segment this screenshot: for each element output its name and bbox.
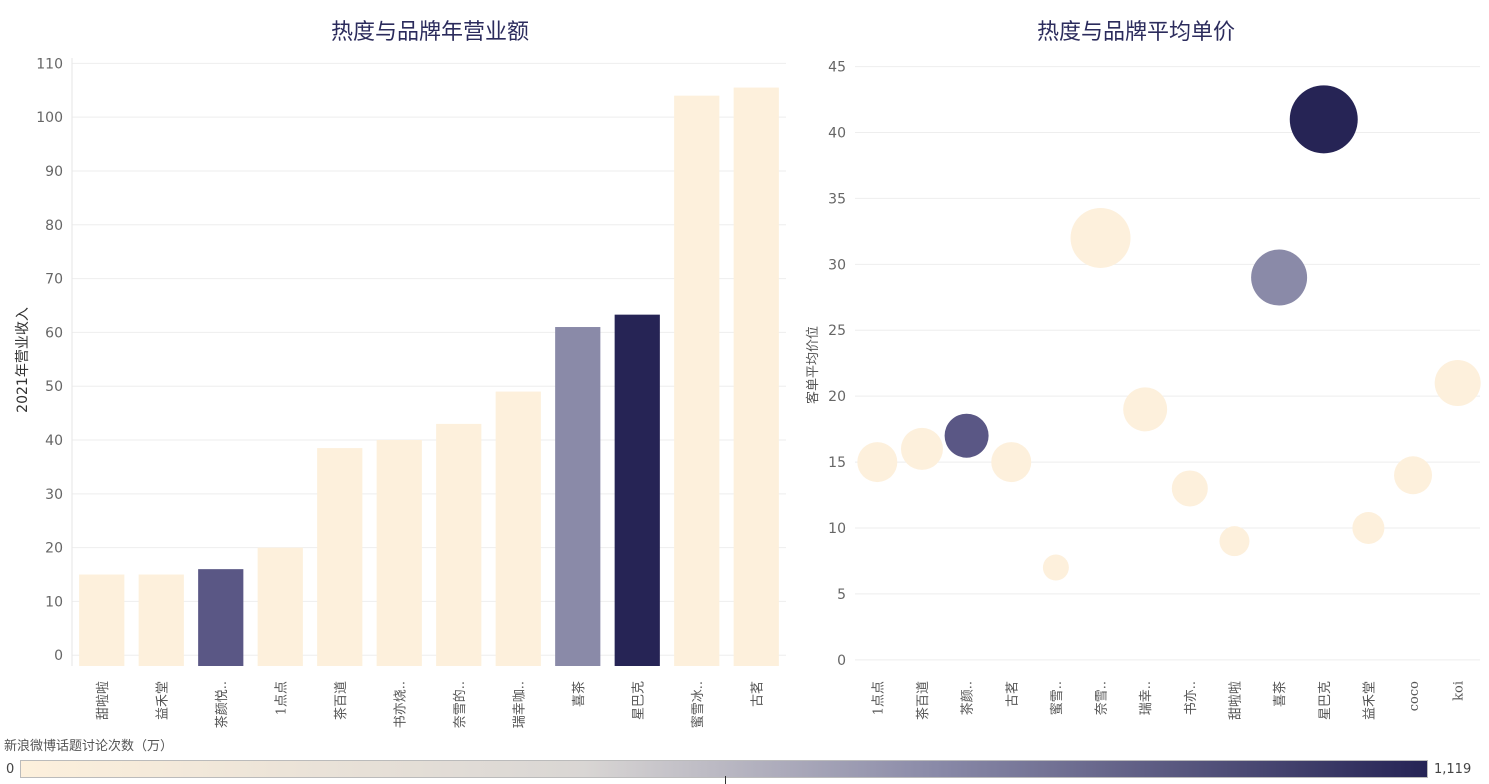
bar-y-tick-label: 100 xyxy=(36,110,63,126)
bar-y-tick-label: 50 xyxy=(45,379,63,395)
color-legend-max: 1,119 xyxy=(1434,762,1472,777)
bubble-x-tick-label: 茶颜.. xyxy=(960,681,976,715)
bar-1 xyxy=(138,574,184,666)
bar-10 xyxy=(674,95,720,667)
bubble-5 xyxy=(1070,207,1131,268)
color-legend-marker xyxy=(725,776,726,784)
color-legend-min: 0 xyxy=(6,762,15,777)
bar-y-tick-label: 70 xyxy=(45,272,63,288)
bubble-y-tick-label: 30 xyxy=(828,257,846,273)
bubble-y-axis-label: 客单平均价位 xyxy=(805,326,821,404)
bar-y-tick-label: 110 xyxy=(36,56,63,72)
bar-y-tick-label: 0 xyxy=(54,648,63,664)
bar-5 xyxy=(376,440,422,666)
bubble-x-tick-label: 奈雪.. xyxy=(1095,681,1110,715)
bubble-x-tick-label: 古茗 xyxy=(1005,681,1020,707)
bar-8 xyxy=(555,327,601,666)
bubble-8 xyxy=(1219,526,1250,557)
bubble-4 xyxy=(1042,554,1069,581)
bar-3 xyxy=(257,547,303,666)
bar-6 xyxy=(436,423,482,666)
bubble-y-tick-label: 15 xyxy=(828,455,846,471)
bubble-x-tick-label: coco xyxy=(1407,681,1422,711)
bubble-y-tick-label: 40 xyxy=(828,126,846,142)
bar-9 xyxy=(614,314,660,666)
bar-y-tick-label: 30 xyxy=(45,487,63,503)
bubble-10 xyxy=(1289,85,1358,154)
bar-y-axis-label: 2021年营业收入 xyxy=(15,307,31,413)
bar-y-tick-label: 10 xyxy=(45,594,63,610)
bar-x-tick-label: 茶颜悦.. xyxy=(214,681,230,728)
bar-x-tick-label: 古茗 xyxy=(750,681,765,707)
bubble-chart-title: 热度与品牌平均单价 xyxy=(1036,20,1235,45)
bubble-y-tick-label: 45 xyxy=(828,60,846,76)
bar-0 xyxy=(79,574,125,666)
bubble-x-tick-label: 茶百道 xyxy=(915,681,931,720)
bar-y-tick-label: 90 xyxy=(45,164,63,180)
bar-2 xyxy=(198,569,244,666)
bar-x-tick-label: 星巴克 xyxy=(631,681,646,720)
bar-chart-title: 热度与品牌年营业额 xyxy=(330,20,529,45)
bar-y-tick-label: 80 xyxy=(45,218,63,234)
bubble-x-tick-label: 1点点 xyxy=(871,681,886,715)
bubble-x-tick-label: 喜茶 xyxy=(1272,681,1288,707)
bar-x-tick-label: 1点点 xyxy=(274,681,289,715)
bar-x-tick-label: 蜜雪冰.. xyxy=(691,681,706,728)
bubble-6 xyxy=(1123,387,1168,432)
bubble-2 xyxy=(944,413,989,458)
bar-11 xyxy=(733,87,779,667)
bubble-12 xyxy=(1394,456,1433,495)
bubble-y-tick-label: 35 xyxy=(828,191,846,207)
bubble-x-tick-label: 书亦.. xyxy=(1183,681,1199,715)
bubble-9 xyxy=(1251,249,1308,306)
bar-4 xyxy=(317,448,363,666)
bar-y-tick-label: 20 xyxy=(45,541,63,557)
bubble-0 xyxy=(857,442,898,483)
bubble-11 xyxy=(1352,511,1385,544)
bubble-x-tick-label: 瑞幸.. xyxy=(1139,681,1154,715)
bubble-y-tick-label: 0 xyxy=(837,653,846,669)
bar-x-tick-label: 奈雪的.. xyxy=(452,681,468,728)
bubble-x-tick-label: 益禾堂 xyxy=(1362,681,1377,720)
bubble-y-tick-label: 5 xyxy=(837,587,846,603)
color-legend-gradient[interactable] xyxy=(20,760,1428,778)
bar-y-tick-label: 60 xyxy=(45,325,63,341)
bubble-x-tick-label: 星巴克 xyxy=(1318,681,1333,720)
bar-x-tick-label: 喜茶 xyxy=(571,681,587,707)
bubble-y-tick-label: 20 xyxy=(828,389,846,405)
bubble-x-tick-label: 甜啦啦 xyxy=(1227,681,1243,720)
bubble-1 xyxy=(900,427,943,470)
bubble-x-tick-label: 蜜雪.. xyxy=(1050,681,1065,715)
bubble-7 xyxy=(1171,470,1208,507)
color-legend-title: 新浪微博话题讨论次数（万） xyxy=(4,739,174,754)
bar-x-tick-label: 益禾堂 xyxy=(155,681,170,720)
bar-x-tick-label: 甜啦啦 xyxy=(95,681,111,720)
bar-7 xyxy=(495,391,541,666)
bar-x-tick-label: 书亦烧.. xyxy=(392,681,408,728)
bar-y-tick-label: 40 xyxy=(45,433,63,449)
bubble-3 xyxy=(991,442,1032,483)
bubble-13 xyxy=(1434,359,1481,406)
bubble-y-tick-label: 25 xyxy=(828,323,846,339)
bar-x-tick-label: 瑞幸咖.. xyxy=(512,681,527,728)
bubble-x-tick-label: koi xyxy=(1452,681,1467,701)
bar-x-tick-label: 茶百道 xyxy=(333,681,349,720)
bubble-y-tick-label: 10 xyxy=(828,521,846,537)
